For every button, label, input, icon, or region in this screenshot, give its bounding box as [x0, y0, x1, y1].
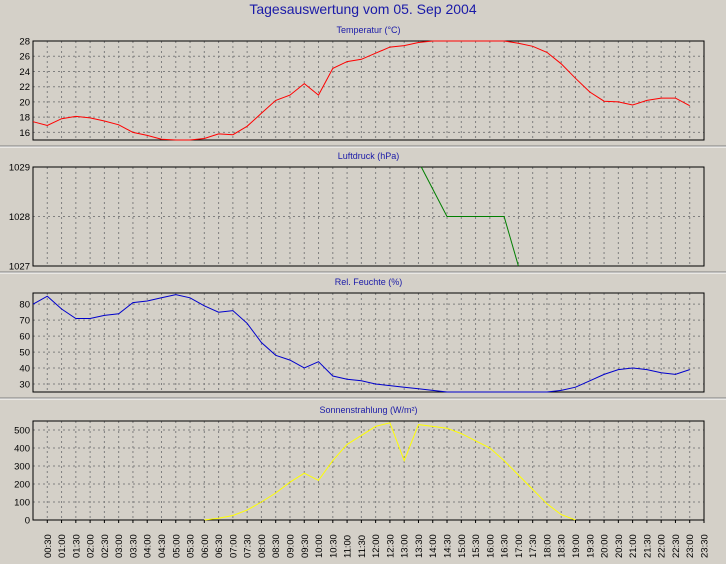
- y-tick-label: 70: [19, 316, 30, 327]
- x-tick-label: 15:00: [457, 534, 468, 558]
- chart-title: Temperatur (°C): [336, 25, 400, 35]
- y-tick-label: 500: [14, 426, 30, 437]
- x-tick-label: 05:00: [171, 534, 182, 558]
- x-tick-label: 08:00: [257, 534, 268, 558]
- x-tick-label: 11:30: [357, 535, 368, 558]
- page-title: Tagesauswertung vom 05. Sep 2004: [249, 1, 477, 17]
- x-tick-label: 08:30: [271, 534, 282, 558]
- x-tick-label: 12:30: [385, 534, 396, 558]
- y-tick-label: 200: [14, 480, 30, 491]
- x-tick-label: 16:00: [485, 534, 496, 558]
- y-tick-label: 16: [19, 128, 30, 139]
- x-tick-label: 03:30: [128, 534, 139, 558]
- x-tick-label: 11:00: [343, 535, 354, 558]
- plot-frame: [32, 40, 705, 141]
- chart-panel-3: Rel. Feuchte (%) 30 40 50 60 70 80: [0, 277, 726, 400]
- chart-title: Rel. Feuchte (%): [335, 277, 403, 287]
- x-tick-label: 02:00: [86, 534, 97, 558]
- chart-panel-2: Luftdruck (hPa) 1027 1028 1029: [0, 151, 726, 274]
- x-tick-label: 00:30: [43, 534, 54, 558]
- chart-panel-4: Sonnenstrahlung (W/m²) 0 100 200 300 400 500: [14, 405, 705, 527]
- chart-title: Luftdruck (hPa): [338, 151, 400, 161]
- series-line: [204, 422, 576, 521]
- x-tick-label: 01:30: [71, 534, 82, 558]
- x-tick-label: 20:00: [600, 534, 611, 558]
- y-tick-label: 18: [19, 113, 30, 124]
- x-tick-label: 13:30: [414, 534, 425, 558]
- y-tick-label: 400: [14, 444, 30, 455]
- x-tick-label: 09:00: [285, 534, 296, 558]
- x-tick-label: 21:30: [642, 534, 653, 558]
- x-tick-label: 10:00: [314, 534, 325, 558]
- x-tick-label: 07:00: [228, 534, 239, 558]
- x-tick-label: 16:30: [500, 534, 511, 558]
- x-tick-label: 17:00: [514, 534, 525, 558]
- series-line: [32, 294, 690, 393]
- chart-panel-1: Temperatur (°C) 16 18 20 22 24 26 28: [0, 25, 726, 148]
- x-tick-label: 04:30: [157, 534, 168, 558]
- plot-frame: [32, 292, 705, 393]
- y-tick-label: 1029: [9, 163, 30, 174]
- x-tick-label: 04:00: [143, 534, 154, 558]
- x-tick-label: 09:30: [300, 534, 311, 558]
- y-tick-label: 80: [19, 300, 30, 311]
- x-tick-label: 23:30: [700, 534, 711, 558]
- y-tick-label: 1027: [9, 262, 30, 273]
- y-tick-label: 28: [19, 37, 30, 48]
- x-tick-label: 07:30: [243, 534, 254, 558]
- y-tick-label: 40: [19, 364, 30, 375]
- x-tick-label: 19:30: [585, 534, 596, 558]
- x-tick-label: 06:00: [200, 534, 211, 558]
- x-tick-label: 13:00: [400, 534, 411, 558]
- x-tick-label: 20:30: [614, 534, 625, 558]
- x-tick-label: 01:00: [57, 534, 68, 558]
- x-tick-label: 18:30: [557, 534, 568, 558]
- x-tick-label: 14:30: [443, 534, 454, 558]
- y-tick-label: 20: [19, 97, 30, 108]
- y-tick-label: 60: [19, 332, 30, 343]
- series-line: [420, 166, 519, 267]
- y-tick-label: 1028: [9, 212, 30, 223]
- x-tick-label: 05:30: [186, 534, 197, 558]
- x-tick-label: 22:30: [671, 534, 682, 558]
- y-tick-label: 30: [19, 380, 30, 391]
- x-tick-label: 19:00: [571, 534, 582, 558]
- plot-frame: [32, 166, 705, 267]
- x-tick-label: 06:30: [214, 534, 225, 558]
- y-tick-label: 26: [19, 52, 30, 63]
- x-axis: 00:30 01:00 01:30 02:00 02:30 03:00 03:30 04:00…: [43, 520, 711, 558]
- x-tick-label: 21:00: [628, 534, 639, 558]
- x-tick-label: 14:00: [428, 534, 439, 558]
- y-tick-label: 100: [14, 498, 30, 509]
- y-tick-label: 24: [19, 67, 30, 78]
- x-tick-label: 17:30: [528, 534, 539, 558]
- x-tick-label: 03:00: [114, 534, 125, 558]
- x-tick-label: 10:30: [328, 534, 339, 558]
- x-tick-label: 18:00: [542, 534, 553, 558]
- y-tick-label: 22: [19, 82, 30, 93]
- x-tick-label: 23:00: [685, 534, 696, 558]
- chart-title: Sonnenstrahlung (W/m²): [319, 405, 417, 415]
- y-tick-label: 0: [25, 516, 30, 527]
- x-tick-label: 15:30: [471, 534, 482, 558]
- x-tick-label: 02:30: [100, 534, 111, 558]
- x-tick-label: 22:00: [657, 534, 668, 558]
- series-line: [32, 40, 690, 141]
- plot-frame: [32, 420, 705, 521]
- x-tick-label: 12:00: [371, 534, 382, 558]
- y-tick-label: 300: [14, 462, 30, 473]
- y-tick-label: 50: [19, 348, 30, 359]
